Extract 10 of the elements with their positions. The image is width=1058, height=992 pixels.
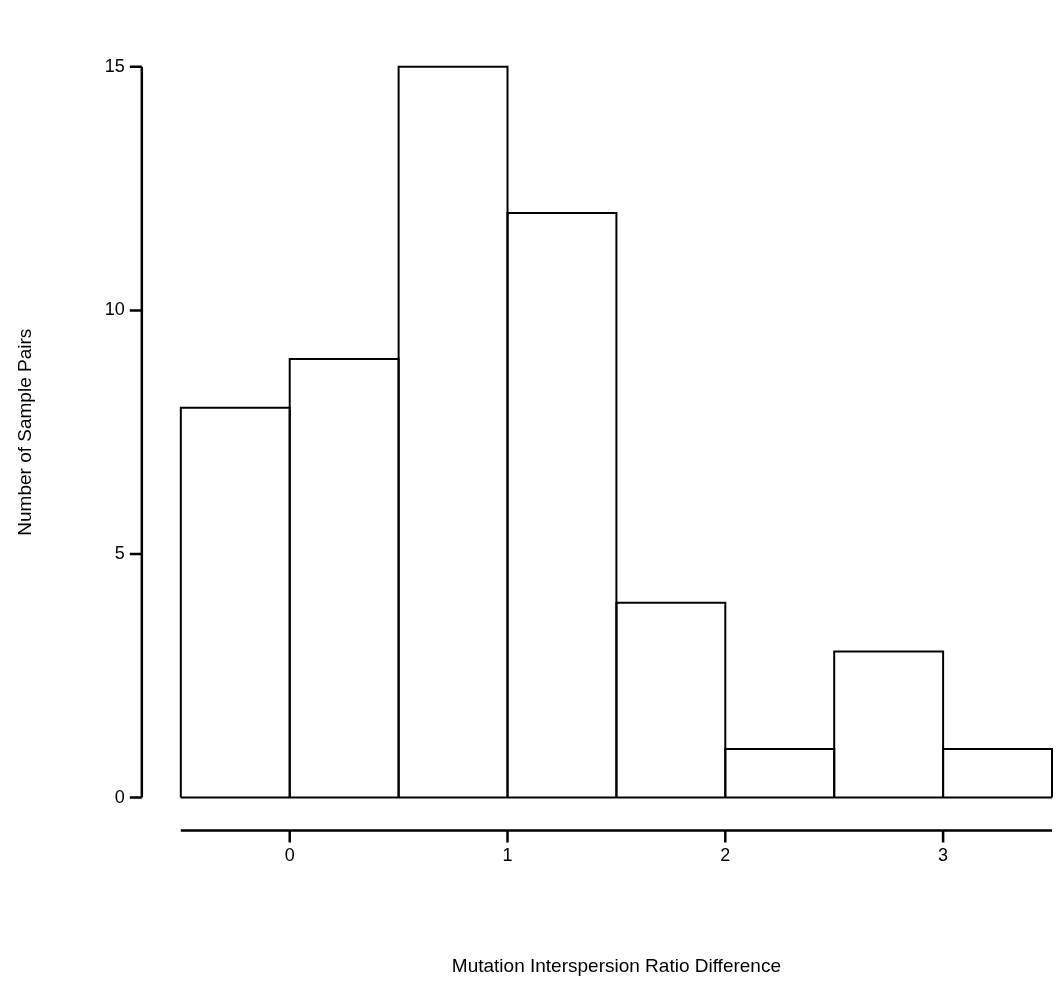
y-tick-label: 10 <box>104 299 125 320</box>
y-axis-title: Number of Sample Pairs <box>13 328 35 536</box>
x-axis-title: Mutation Interspersion Ratio Difference <box>451 954 781 976</box>
x-tick-label: 0 <box>284 845 295 866</box>
y-tick-label: 0 <box>114 786 125 807</box>
y-tick-label: 15 <box>104 55 125 76</box>
x-tick-label: 2 <box>720 845 731 866</box>
x-tick-label: 1 <box>502 845 513 866</box>
x-tick-label: 3 <box>938 845 949 866</box>
y-tick-label: 5 <box>114 542 125 563</box>
